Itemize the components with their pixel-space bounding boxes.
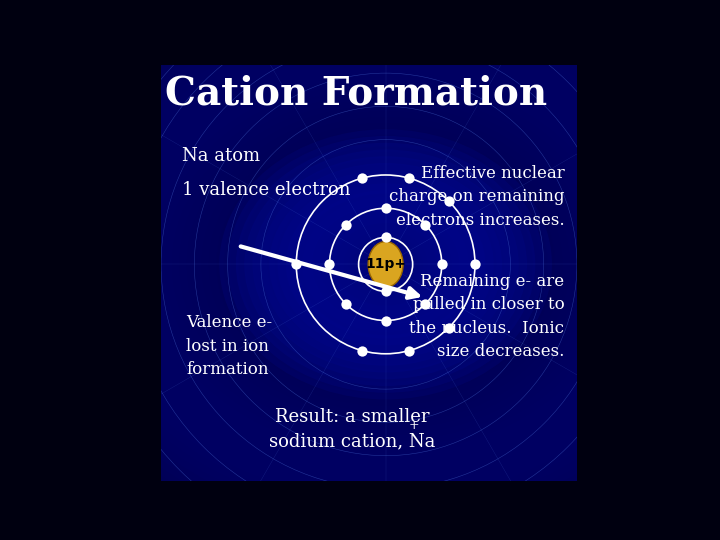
- Ellipse shape: [277, 177, 494, 352]
- Point: [356, 174, 368, 183]
- Ellipse shape: [290, 188, 482, 341]
- Ellipse shape: [282, 182, 489, 347]
- Ellipse shape: [297, 194, 474, 335]
- Ellipse shape: [352, 238, 419, 292]
- Ellipse shape: [236, 143, 535, 386]
- Point: [403, 347, 415, 355]
- Point: [469, 260, 481, 269]
- Ellipse shape: [172, 93, 599, 435]
- Point: [403, 174, 415, 183]
- Ellipse shape: [47, 0, 720, 535]
- Point: [340, 300, 351, 308]
- Text: +: +: [408, 419, 419, 432]
- Ellipse shape: [220, 129, 552, 400]
- Point: [436, 260, 448, 269]
- Ellipse shape: [186, 105, 585, 423]
- Ellipse shape: [364, 247, 408, 282]
- Ellipse shape: [3, 0, 720, 540]
- Ellipse shape: [224, 135, 548, 394]
- Ellipse shape: [261, 163, 510, 366]
- Ellipse shape: [319, 211, 452, 319]
- Ellipse shape: [356, 241, 415, 288]
- Ellipse shape: [54, 0, 717, 529]
- Ellipse shape: [76, 17, 695, 512]
- Ellipse shape: [158, 82, 614, 447]
- Text: Na atom: Na atom: [182, 147, 260, 165]
- Ellipse shape: [165, 87, 606, 441]
- Ellipse shape: [361, 244, 410, 285]
- Ellipse shape: [143, 70, 629, 459]
- Point: [380, 287, 392, 296]
- Ellipse shape: [377, 258, 394, 271]
- Text: 11p+: 11p+: [365, 258, 406, 272]
- Ellipse shape: [150, 76, 621, 453]
- Ellipse shape: [320, 211, 452, 318]
- Ellipse shape: [202, 117, 570, 411]
- Ellipse shape: [244, 150, 527, 379]
- Ellipse shape: [179, 99, 592, 429]
- Ellipse shape: [275, 176, 496, 353]
- Point: [380, 204, 392, 213]
- Text: Remaining e- are
pulled in closer to
the nucleus.  Ionic
size decreases.: Remaining e- are pulled in closer to the…: [410, 273, 564, 360]
- Point: [443, 197, 454, 206]
- Ellipse shape: [120, 52, 651, 476]
- Ellipse shape: [84, 23, 688, 506]
- Ellipse shape: [246, 152, 526, 376]
- Ellipse shape: [286, 183, 485, 346]
- Ellipse shape: [253, 158, 518, 370]
- Ellipse shape: [371, 253, 400, 276]
- Ellipse shape: [368, 241, 403, 287]
- Ellipse shape: [91, 29, 680, 500]
- Ellipse shape: [24, 0, 720, 540]
- Ellipse shape: [194, 111, 577, 417]
- Ellipse shape: [269, 170, 502, 359]
- Point: [443, 323, 454, 332]
- Text: Effective nuclear
charge on remaining
electrons increases.: Effective nuclear charge on remaining el…: [389, 165, 564, 228]
- Ellipse shape: [128, 58, 644, 470]
- Point: [420, 300, 431, 308]
- Ellipse shape: [99, 35, 672, 494]
- Ellipse shape: [69, 11, 702, 518]
- Ellipse shape: [334, 223, 437, 306]
- Ellipse shape: [344, 231, 427, 298]
- Point: [420, 220, 431, 229]
- Ellipse shape: [32, 0, 720, 540]
- Ellipse shape: [209, 123, 562, 406]
- Point: [340, 220, 351, 229]
- Ellipse shape: [328, 217, 444, 312]
- Ellipse shape: [348, 235, 423, 294]
- Ellipse shape: [40, 0, 720, 540]
- Ellipse shape: [261, 164, 510, 364]
- Ellipse shape: [113, 46, 658, 482]
- Ellipse shape: [268, 170, 503, 359]
- Point: [356, 347, 368, 355]
- Point: [290, 260, 302, 269]
- Ellipse shape: [231, 141, 540, 388]
- Ellipse shape: [305, 200, 467, 329]
- Ellipse shape: [311, 204, 461, 325]
- Point: [380, 233, 392, 242]
- Ellipse shape: [10, 0, 720, 540]
- Text: Result: a smaller
sodium cation, Na: Result: a smaller sodium cation, Na: [269, 408, 436, 451]
- Ellipse shape: [238, 146, 533, 382]
- Ellipse shape: [336, 224, 436, 305]
- Ellipse shape: [369, 251, 402, 278]
- Ellipse shape: [302, 197, 469, 332]
- Ellipse shape: [378, 259, 393, 271]
- Text: 1 valence electron: 1 valence electron: [182, 180, 351, 199]
- Ellipse shape: [62, 5, 710, 524]
- Ellipse shape: [135, 64, 636, 464]
- Ellipse shape: [216, 129, 555, 400]
- Point: [324, 260, 336, 269]
- Ellipse shape: [17, 0, 720, 540]
- Ellipse shape: [341, 229, 430, 300]
- Ellipse shape: [294, 190, 477, 339]
